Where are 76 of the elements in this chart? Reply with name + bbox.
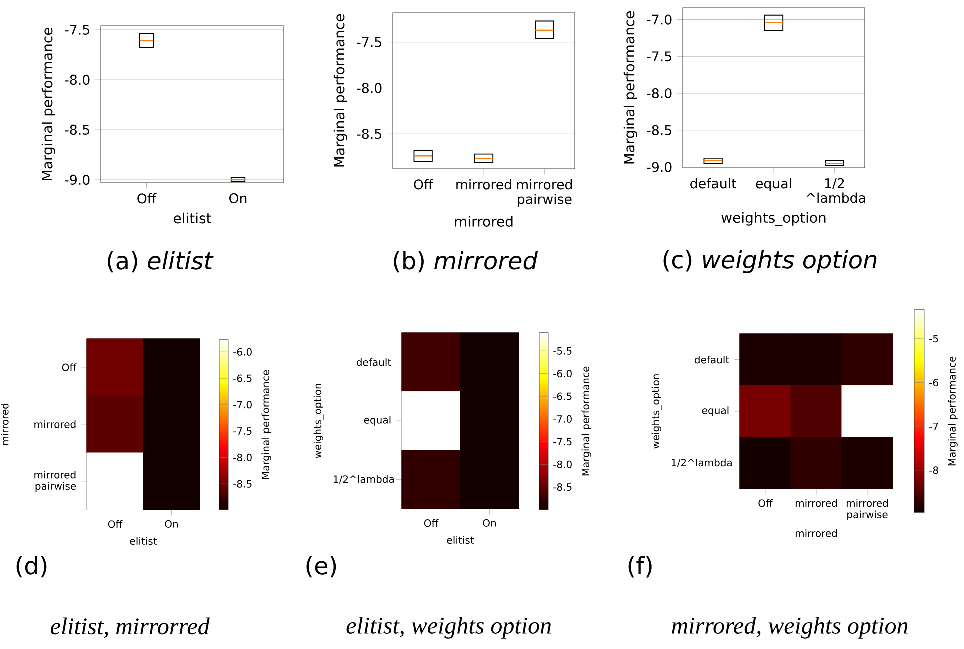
y-axis-title: weights_option (314, 384, 324, 458)
y-axis-title: Marginal performance (624, 12, 638, 164)
color-bar-label: -6.0 (554, 370, 572, 378)
color-bar-label: -8.0 (554, 460, 572, 468)
x-axis-title: elitist (174, 212, 212, 224)
x-tick-label: mirrored (456, 179, 512, 190)
x-tick-label: mirrored (796, 499, 838, 508)
text: (a) elitist (108, 251, 214, 273)
y-tick-label: -7.5 (65, 25, 90, 35)
x-tick-label: Off (108, 520, 123, 528)
color-bar-label: -6.5 (234, 374, 252, 382)
text: (c) weights option (664, 250, 877, 274)
x-tick-label: mirrored pairwise (517, 179, 572, 207)
y-axis-title: mirrored (1, 404, 9, 446)
y-tick-label: -7.0 (647, 14, 672, 25)
y-tick-label: default (356, 358, 392, 366)
x-axis-title: weights_option (722, 212, 826, 226)
text: (f) (628, 556, 652, 578)
y-tick-label: -8.5 (357, 129, 382, 140)
y-tick-label: -8.5 (65, 124, 90, 136)
text: (d) (16, 556, 47, 578)
x-tick-label: 1/2 ^lambda (806, 178, 866, 204)
y-axis-title: Marginal performance (334, 14, 348, 167)
x-tick-label: equal (756, 178, 792, 192)
text: (b) mirrored (394, 251, 538, 273)
color-bar-label: -8.5 (554, 484, 572, 492)
color-bar-label: -7.5 (554, 438, 572, 446)
color-bar-label: -8 (930, 466, 938, 474)
x-tick-label: On (483, 519, 496, 527)
x-tick-label: On (165, 520, 178, 528)
y-tick-label: equal (364, 416, 391, 426)
color-bar-label: -6 (930, 378, 938, 387)
y-tick-label: -7.5 (357, 37, 382, 48)
text: mirrored, weights option (672, 617, 908, 639)
y-tick-label: -8.0 (357, 83, 382, 94)
y-tick-label: mirrored (34, 420, 76, 428)
color-bar-label: -6.5 (554, 392, 572, 400)
x-tick-label: Off (758, 499, 774, 508)
color-bar-title: Marginal performance (948, 356, 958, 466)
color-bar-label: -8.5 (234, 480, 252, 488)
x-axis-title: elitist (130, 537, 158, 546)
color-bar-label: -7.0 (554, 415, 572, 424)
y-tick-label: -8.0 (65, 74, 90, 86)
y-tick-label: default (694, 356, 730, 364)
x-tick-label: Off (414, 179, 434, 190)
y-tick-label: -9.0 (647, 162, 672, 172)
color-bar-label: -8.0 (234, 454, 252, 462)
color-bar-label: -7.0 (234, 401, 252, 409)
color-bar-label: -5.5 (554, 347, 572, 355)
color-bar-label: -6.0 (234, 348, 252, 356)
y-tick-label: equal (702, 406, 729, 416)
color-bar-title: Marginal performance (582, 366, 592, 476)
y-tick-label: Off (62, 364, 77, 372)
y-tick-label: -7.5 (647, 52, 672, 62)
y-tick-label: 1/2^lambda (672, 458, 732, 468)
color-bar-title: Marginal performance (262, 370, 272, 480)
y-axis-title: weights_option (652, 374, 662, 449)
x-axis-title: mirrored (796, 530, 838, 538)
y-tick-label: -9.0 (65, 174, 90, 186)
text: (e) (306, 556, 336, 578)
y-tick-label: -8.0 (647, 88, 672, 99)
y-tick-label: -8.5 (647, 125, 672, 136)
x-tick-label: On (230, 193, 247, 204)
color-bar-label: -7 (930, 422, 938, 430)
y-axis-title: Marginal performance (42, 28, 56, 180)
y-tick-label: 1/2^lambda (334, 475, 394, 484)
x-tick-label: Off (138, 193, 157, 204)
x-axis-title: elitist (447, 536, 474, 544)
x-tick-label: mirrored pairwise (846, 499, 888, 520)
text: elitist, weights option (346, 617, 552, 639)
text: elitist, mirrorred (51, 618, 210, 638)
color-bar-label: -5 (930, 335, 938, 343)
x-axis-title: mirrored (455, 216, 513, 227)
x-tick-label: Off (424, 519, 439, 528)
y-tick-label: mirrored pairwise (34, 470, 76, 492)
color-bar-label: -7.5 (234, 428, 252, 436)
